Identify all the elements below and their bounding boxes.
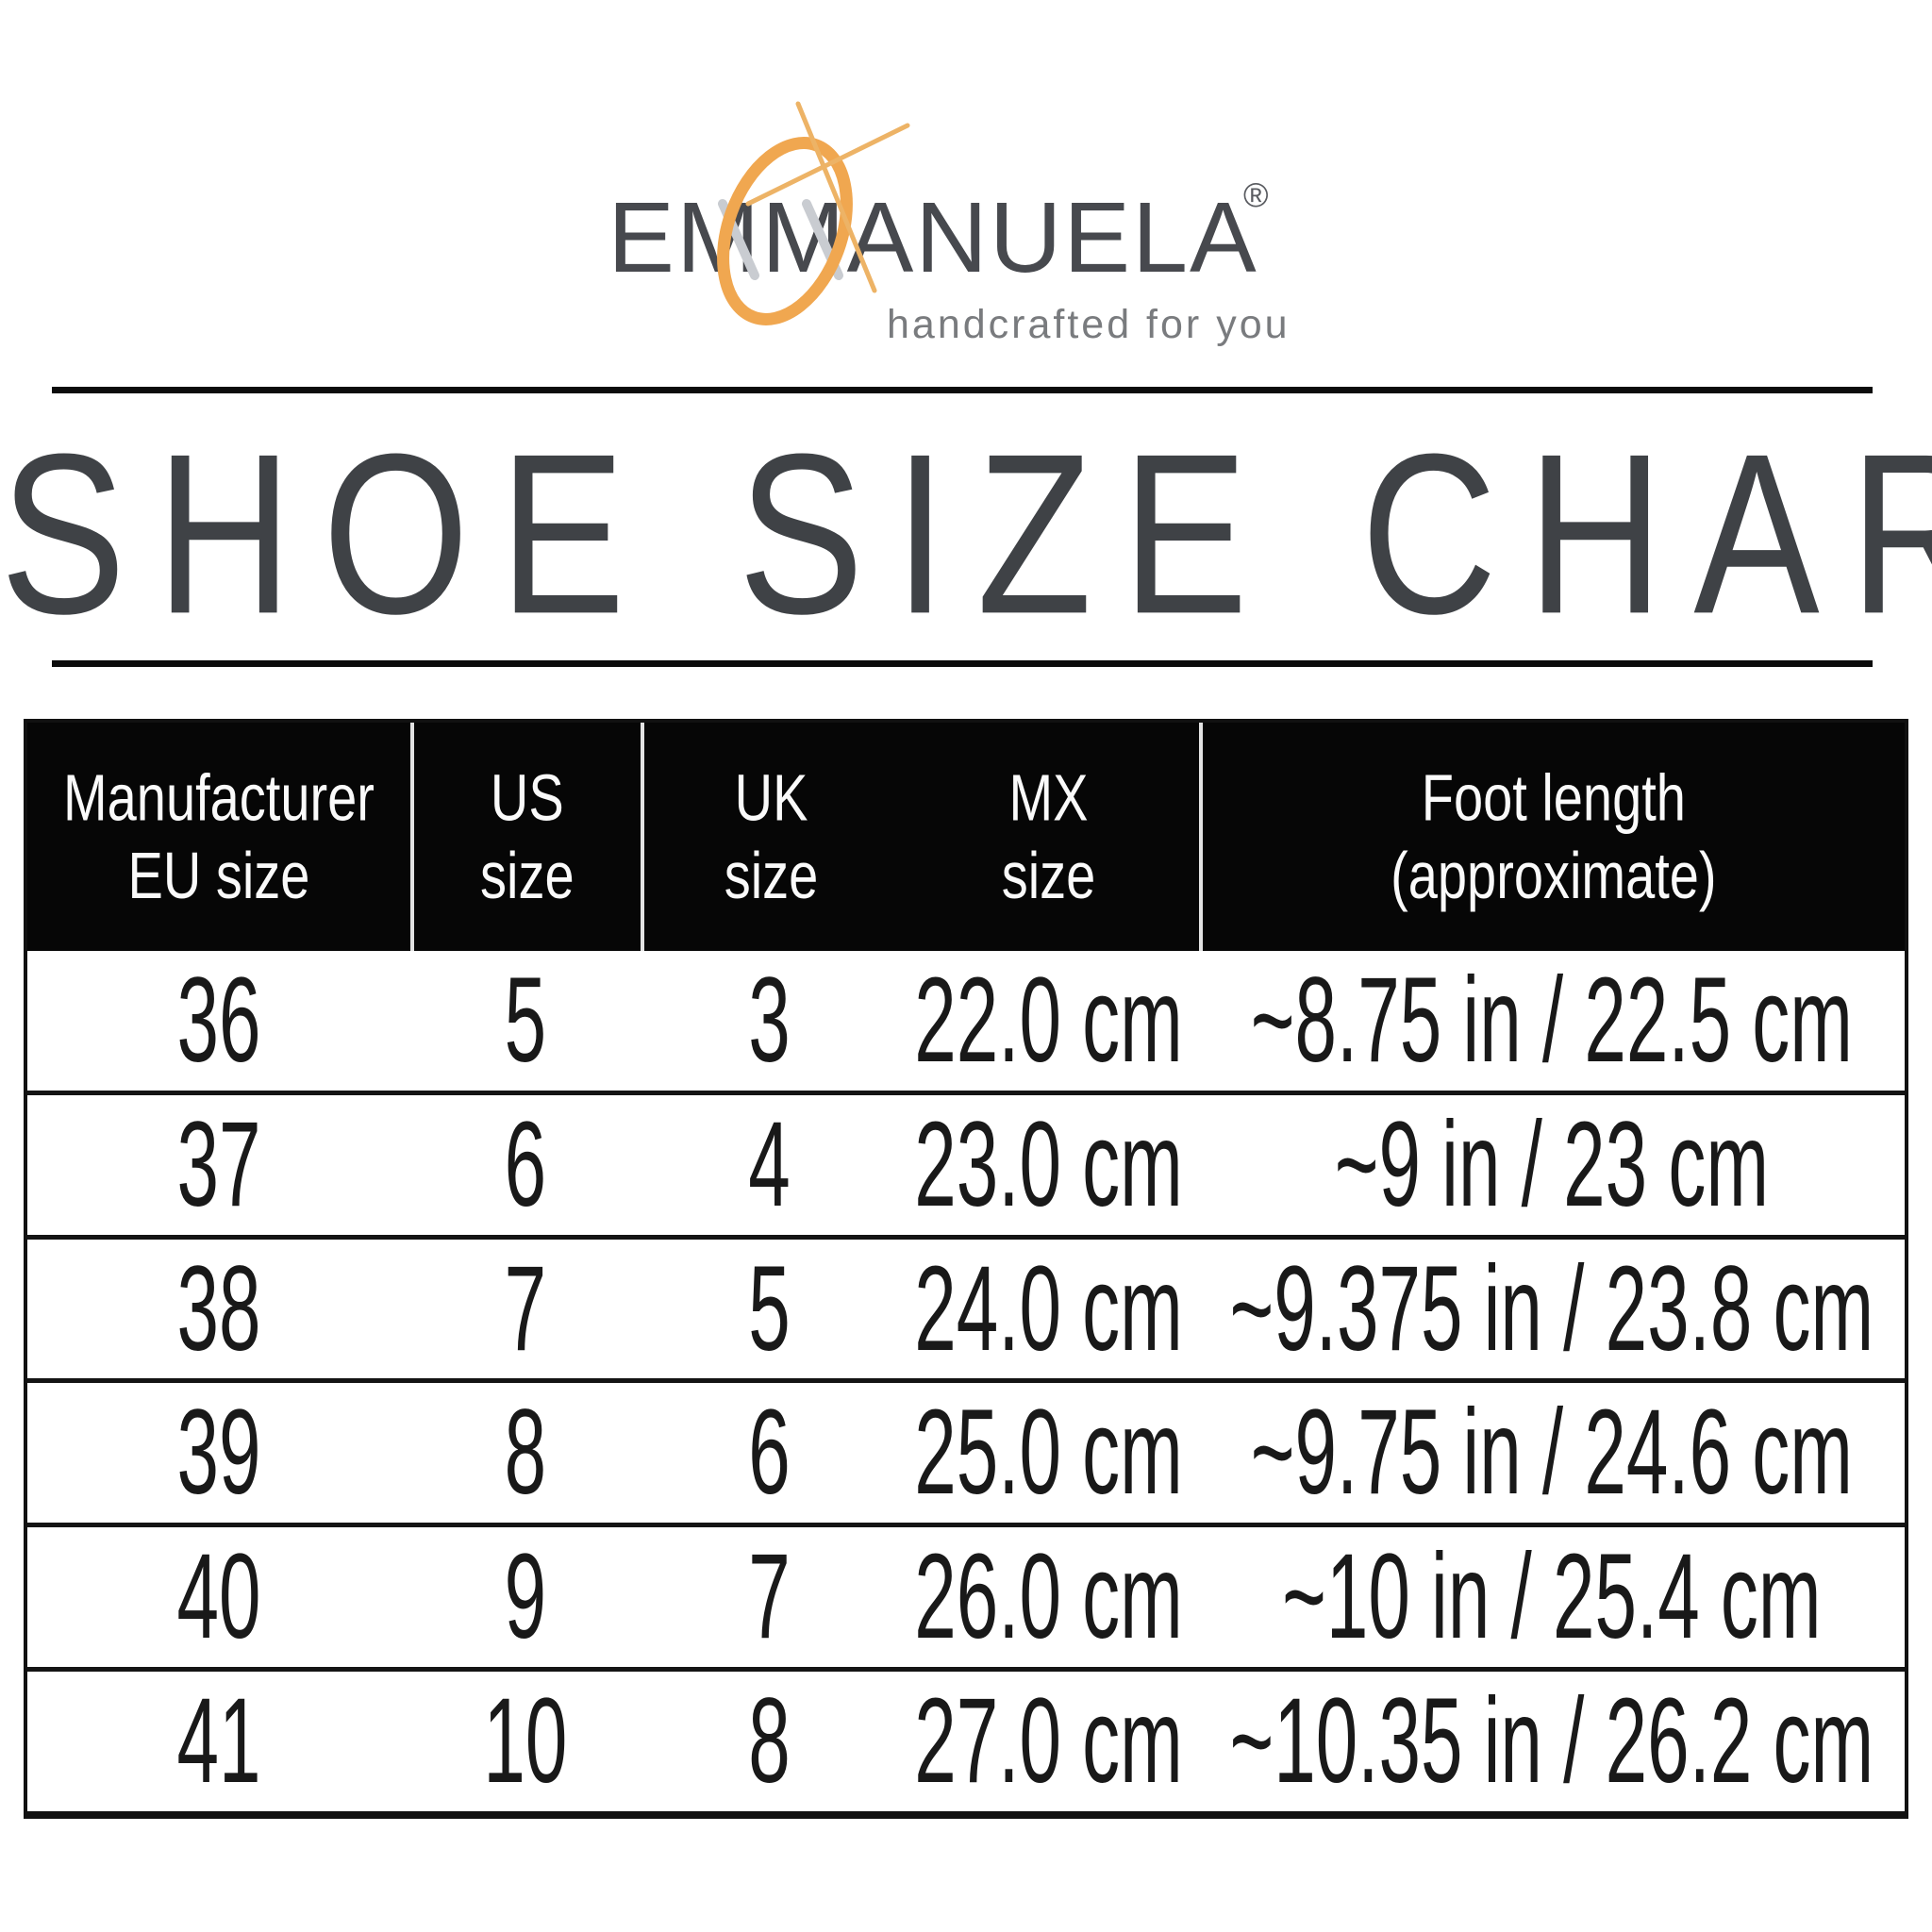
brand-wordmark: EMMANUELA [0,181,1899,295]
header-cell-foot-length: Foot length (approximate) [1198,723,1905,951]
cell-value: 8 [504,1385,547,1520]
header-cell-uk-size: UK size [640,723,899,951]
table-header-row: Manufacturer EU size US size UK size MX size… [27,723,1905,951]
cell-value: 39 [176,1385,261,1520]
cell-value: 3 [748,952,791,1088]
page-title: SHOE SIZE CHART [0,407,1932,662]
cell-value: 8 [748,1674,791,1808]
cell-value: 7 [504,1241,547,1375]
header-label: UK [734,759,808,835]
cell-value: 6 [748,1385,791,1520]
mx-size-cell: 27.0 cm [898,1672,1198,1811]
header-label: size [480,838,575,912]
us-size-cell: 10 [410,1672,641,1811]
mx-size-cell: 23.0 cm [898,1095,1198,1235]
title-rule-top [52,387,1873,393]
cell-value: 27.0 cm [914,1674,1183,1808]
eu-size-cell: 40 [27,1527,410,1667]
mx-size-cell: 26.0 cm [898,1527,1198,1667]
size-table: Manufacturer EU size US size UK size MX size… [24,719,1908,1819]
cell-value: ~9.75 in / 24.6 cm [1250,1385,1853,1520]
cell-value: 5 [504,952,547,1088]
eu-size-cell: 36 [27,951,410,1091]
cell-value: 24.0 cm [914,1241,1183,1375]
table-body: 36 5 3 22.0 cm ~8.75 in / 22.5 cm 37 6 4… [27,951,1905,1811]
foot-length-cell: ~9 in / 23 cm [1199,1095,1905,1235]
table-row: 40 9 7 26.0 cm ~10 in / 25.4 cm [27,1523,1905,1667]
header-label: EU size [127,838,310,912]
title-rule-bottom [52,660,1873,667]
us-size-cell: 8 [410,1383,641,1523]
foot-length-cell: ~10.35 in / 26.2 cm [1199,1672,1905,1811]
brand-name-text: EMMANUELA [608,182,1258,293]
us-size-cell: 7 [410,1240,641,1379]
table-row: 38 7 5 24.0 cm ~9.375 in / 23.8 cm [27,1234,1905,1379]
cell-value: 38 [176,1241,261,1375]
cell-value: 40 [176,1529,261,1664]
header-cell-us-size: US size [409,723,641,951]
table-row: 36 5 3 22.0 cm ~8.75 in / 22.5 cm [27,951,1905,1091]
foot-length-cell: ~9.375 in / 23.8 cm [1199,1240,1905,1379]
us-size-cell: 5 [410,951,641,1091]
header-label: size [724,838,819,912]
eu-size-cell: 38 [27,1240,410,1379]
cell-value: 36 [176,952,261,1088]
cell-value: ~9.375 in / 23.8 cm [1229,1241,1874,1375]
foot-length-cell: ~10 in / 25.4 cm [1199,1527,1905,1667]
foot-length-cell: ~8.75 in / 22.5 cm [1199,951,1905,1091]
us-size-cell: 9 [410,1527,641,1667]
cell-value: 25.0 cm [914,1385,1183,1520]
cell-value: 26.0 cm [914,1529,1183,1664]
uk-size-cell: 4 [641,1095,899,1235]
mx-size-cell: 24.0 cm [898,1240,1198,1379]
header-label: Manufacturer [63,759,375,835]
uk-size-cell: 3 [641,951,899,1091]
header-cell-eu-size: Manufacturer EU size [27,723,410,951]
header-label: (approximate) [1391,838,1717,912]
cell-value: ~9 in / 23 cm [1334,1096,1769,1232]
cell-value: 23.0 cm [914,1096,1183,1232]
needle-thread-icon [717,101,910,325]
eu-size-cell: 39 [27,1383,410,1523]
uk-size-cell: 5 [641,1240,899,1379]
uk-size-cell: 8 [641,1672,899,1811]
registered-trademark-icon: ® [1243,175,1269,214]
cell-value: 41 [176,1674,261,1808]
eu-size-cell: 41 [27,1672,410,1811]
needle-ray [795,101,877,293]
cell-value: 9 [504,1529,547,1664]
table-row: 39 8 6 25.0 cm ~9.75 in / 24.6 cm [27,1378,1905,1523]
mx-size-cell: 25.0 cm [898,1383,1198,1523]
cell-value: 37 [176,1096,261,1232]
cell-value: 6 [504,1096,547,1232]
cell-value: ~10.35 in / 26.2 cm [1229,1674,1874,1808]
cell-value: 4 [748,1096,791,1232]
cell-value: 7 [748,1529,791,1664]
mx-size-cell: 22.0 cm [898,951,1198,1091]
header-label: MX [1008,759,1089,835]
table-row: 37 6 4 23.0 cm ~9 in / 23 cm [27,1090,1905,1235]
header-label: size [1001,838,1096,912]
brand-tagline: handcrafted for you [887,302,1291,347]
cell-value: 5 [748,1241,791,1375]
foot-length-cell: ~9.75 in / 24.6 cm [1199,1383,1905,1523]
header-label: Foot length [1421,759,1686,835]
eu-size-cell: 37 [27,1095,410,1235]
header-label: US [490,759,564,835]
uk-size-cell: 7 [641,1527,899,1667]
uk-size-cell: 6 [641,1383,899,1523]
needle-ray [745,123,910,207]
cell-value: 10 [483,1674,568,1808]
us-size-cell: 6 [410,1095,641,1235]
cell-value: 22.0 cm [914,952,1183,1088]
cell-value: ~10 in / 25.4 cm [1282,1529,1822,1664]
table-row: 41 10 8 27.0 cm ~10.35 in / 26.2 cm [27,1667,1905,1811]
header-cell-mx-size: MX size [898,723,1198,951]
cell-value: ~8.75 in / 22.5 cm [1250,952,1853,1088]
